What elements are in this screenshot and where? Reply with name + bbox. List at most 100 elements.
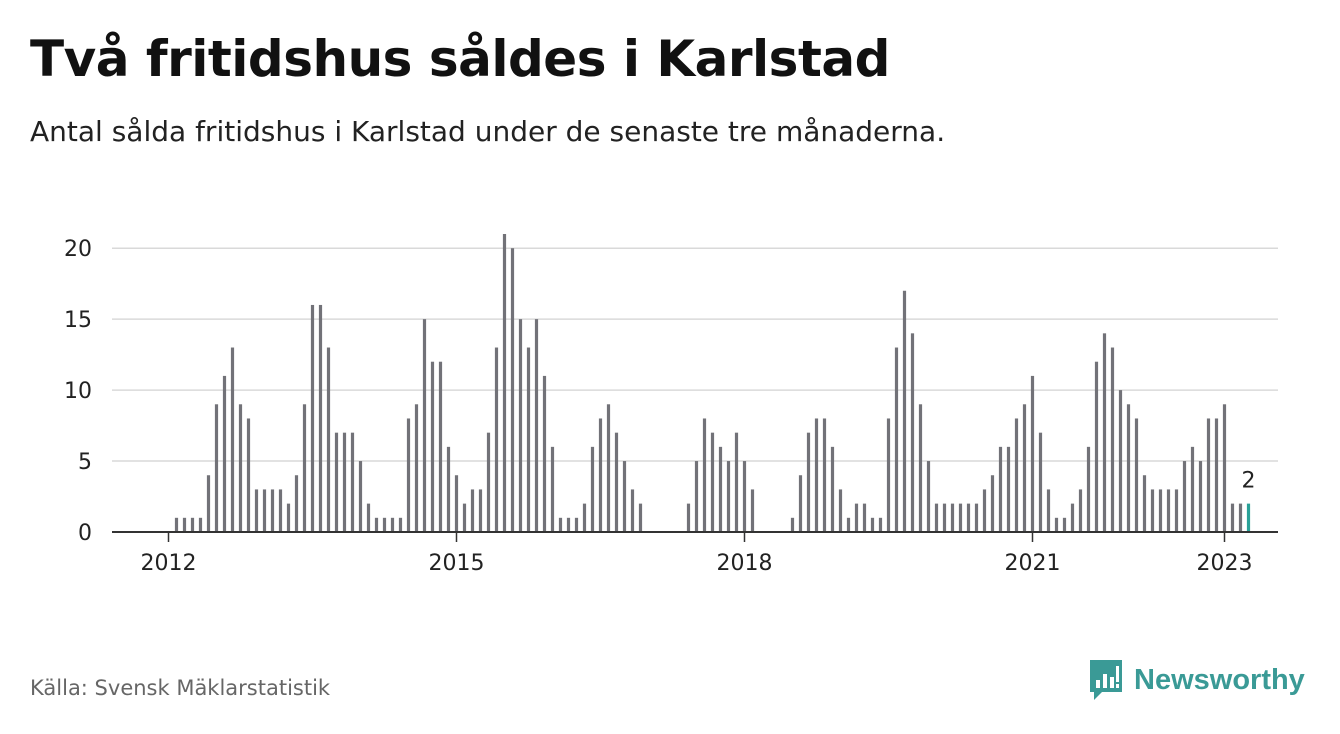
bar [622,461,627,532]
x-tick-label: 2021 [1005,551,1061,576]
bar [798,475,803,532]
newsworthy-logo-icon [1090,660,1122,700]
bar [302,404,307,532]
bar [382,517,387,532]
bar [1038,432,1043,532]
bar [590,446,595,532]
bar [1206,418,1211,532]
bar [686,503,691,532]
y-tick-label: 0 [78,521,92,546]
chart-title: Två fritidshus såldes i Karlstad [30,30,890,88]
y-tick-label: 15 [64,308,92,333]
bar [1030,375,1035,532]
bar [494,347,499,532]
bar [1230,503,1235,532]
bar [566,517,571,532]
bar [710,432,715,532]
x-axis-ticks: 2012 2015 2018 2021 2023 [141,532,1253,576]
bar [742,461,747,532]
bar [406,418,411,532]
bar [262,489,267,532]
bar [502,234,507,532]
bar [974,503,979,532]
bar [486,432,491,532]
x-tick-label: 2018 [717,551,773,576]
brand-logo[interactable]: Newsworthy [1088,658,1305,702]
bar [1054,517,1059,532]
bar [454,475,459,532]
bar [838,489,843,532]
bar [894,347,899,532]
bar [854,503,859,532]
bar [726,461,731,532]
bar [990,475,995,532]
bar [214,404,219,532]
bar [982,489,987,532]
bar [886,418,891,532]
bar-chart: 0 5 10 15 20 2012 2015 2018 2021 2023 2 [64,234,1278,576]
bar [630,489,635,532]
bar [1118,390,1123,532]
bar [574,517,579,532]
bar [1110,347,1115,532]
bar [902,290,907,532]
bar [1142,475,1147,532]
bar [582,503,587,532]
bar [190,517,195,532]
bar [350,432,355,532]
bar [1078,489,1083,532]
bar [1126,404,1131,532]
bar [246,418,251,532]
bar [870,517,875,532]
bar [254,489,259,532]
bar [446,446,451,532]
bar [846,517,851,532]
bar [342,432,347,532]
bar [390,517,395,532]
bar [414,404,419,532]
bar [806,432,811,532]
bar [1014,418,1019,532]
bar [334,432,339,532]
bar [718,446,723,532]
bar [230,347,235,532]
bar [1094,361,1099,532]
bar [1190,446,1195,532]
bar [1158,489,1163,532]
bar [1006,446,1011,532]
bar [1150,489,1155,532]
bar [638,503,643,532]
bar [534,319,539,532]
bar [1102,333,1107,532]
chart-subtitle: Antal sålda fritidshus i Karlstad under … [30,115,946,148]
bar [238,404,243,532]
bar [934,503,939,532]
bar [206,475,211,532]
bar [318,304,323,532]
bar [270,489,275,532]
bar [1086,446,1091,532]
bar [998,446,1003,532]
x-tick-label: 2023 [1197,551,1253,576]
y-tick-label: 20 [64,237,92,262]
bar [702,418,707,532]
bar [518,319,523,532]
bar [1070,503,1075,532]
y-axis-ticks: 0 5 10 15 20 [64,237,92,546]
bar [598,418,603,532]
bar [1214,418,1219,532]
bar [294,475,299,532]
bar [958,503,963,532]
x-tick-label: 2012 [141,551,197,576]
bar [694,461,699,532]
bar [750,489,755,532]
bar [398,517,403,532]
bar [550,446,555,532]
bar [910,333,915,532]
bar [310,304,315,532]
bar [1238,503,1243,532]
bar [1222,404,1227,532]
bar [182,517,187,532]
bar [790,517,795,532]
bar [358,461,363,532]
